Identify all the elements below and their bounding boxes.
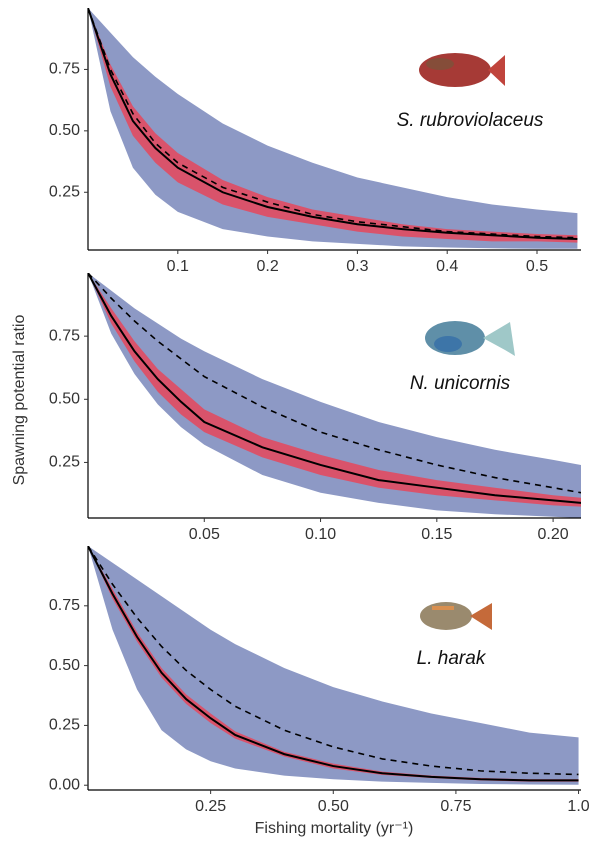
x-tick-label: 0.20 — [538, 526, 569, 543]
species-label: L. harak — [417, 648, 487, 669]
y-tick-label: 0.50 — [49, 657, 80, 674]
x-tick-label: 0.25 — [195, 798, 226, 815]
y-tick-label: 0.75 — [49, 61, 80, 78]
species-label: S. rubroviolaceus — [397, 110, 544, 131]
x-tick-label: 0.75 — [440, 798, 471, 815]
y-axis-label: Spawning potential ratio — [11, 315, 28, 486]
y-tick-label: 0.25 — [49, 183, 80, 200]
x-tick-label: 0.5 — [526, 258, 548, 275]
y-tick-label: 0.25 — [49, 454, 80, 471]
species-label: N. unicornis — [410, 373, 511, 394]
y-tick-label: 0.50 — [49, 122, 80, 139]
y-tick-label: 0.00 — [49, 776, 80, 793]
x-tick-label: 1.0 — [567, 798, 589, 815]
x-tick-label: 0.2 — [256, 258, 278, 275]
x-tick-label: 0.50 — [318, 798, 349, 815]
x-axis-label: Fishing mortality (yr⁻¹) — [255, 820, 414, 837]
x-tick-label: 0.05 — [189, 526, 220, 543]
x-tick-label: 0.10 — [305, 526, 336, 543]
y-tick-label: 0.25 — [49, 717, 80, 734]
y-tick-label: 0.75 — [49, 597, 80, 614]
x-tick-label: 0.15 — [421, 526, 452, 543]
figure: Spawning potential ratio Fishing mortali… — [0, 0, 589, 842]
x-tick-label: 0.4 — [436, 258, 458, 275]
x-tick-label: 0.1 — [167, 258, 189, 275]
y-tick-label: 0.50 — [49, 391, 80, 408]
y-tick-label: 0.75 — [49, 327, 80, 344]
x-tick-label: 0.3 — [346, 258, 368, 275]
